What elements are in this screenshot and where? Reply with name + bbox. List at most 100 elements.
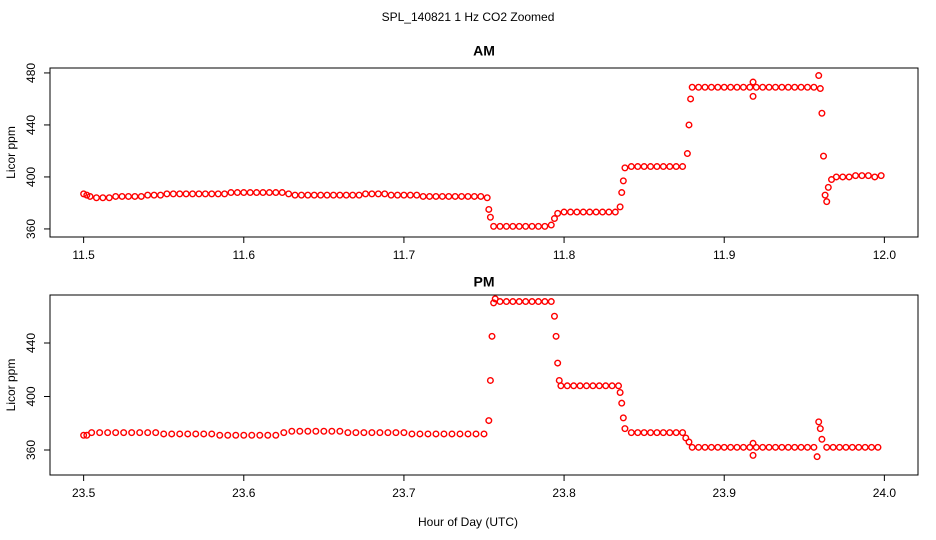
point bbox=[502, 222, 510, 230]
point bbox=[368, 429, 376, 437]
point bbox=[815, 418, 823, 426]
point bbox=[659, 429, 667, 437]
point bbox=[470, 192, 478, 200]
point bbox=[176, 190, 184, 198]
point bbox=[759, 443, 767, 451]
point bbox=[714, 83, 722, 91]
point bbox=[749, 92, 757, 100]
point bbox=[616, 388, 624, 396]
point bbox=[253, 189, 261, 197]
point bbox=[608, 382, 616, 390]
point bbox=[216, 431, 224, 439]
y-tick-label: 360 bbox=[24, 219, 38, 239]
point bbox=[160, 430, 168, 438]
point bbox=[579, 208, 587, 216]
point bbox=[619, 414, 627, 422]
point bbox=[496, 298, 504, 306]
point bbox=[563, 382, 571, 390]
point bbox=[640, 163, 648, 171]
point bbox=[821, 191, 829, 199]
point bbox=[791, 83, 799, 91]
point bbox=[246, 189, 254, 197]
point bbox=[845, 173, 853, 181]
point bbox=[509, 222, 517, 230]
point bbox=[342, 191, 350, 199]
point bbox=[259, 189, 267, 197]
point bbox=[99, 194, 107, 202]
point bbox=[168, 430, 176, 438]
point bbox=[864, 172, 872, 180]
point bbox=[816, 425, 824, 433]
point bbox=[618, 189, 626, 197]
point bbox=[818, 435, 826, 443]
point bbox=[515, 222, 523, 230]
point bbox=[602, 382, 610, 390]
point bbox=[688, 83, 696, 91]
point bbox=[685, 121, 693, 129]
x-axis-label: Hour of Day (UTC) bbox=[418, 515, 518, 529]
y-tick-label: 440 bbox=[24, 115, 38, 135]
point bbox=[836, 443, 844, 451]
point bbox=[485, 417, 493, 425]
point bbox=[374, 190, 382, 198]
point bbox=[265, 189, 273, 197]
point bbox=[858, 172, 866, 180]
point bbox=[688, 443, 696, 451]
point bbox=[550, 215, 558, 223]
panel-title: PM bbox=[474, 274, 495, 290]
point bbox=[871, 173, 879, 181]
point bbox=[528, 298, 536, 306]
point bbox=[765, 443, 773, 451]
point bbox=[874, 443, 882, 451]
x-tick-label: 24.0 bbox=[873, 486, 897, 500]
point bbox=[720, 83, 728, 91]
point bbox=[647, 429, 655, 437]
point bbox=[550, 312, 558, 320]
plot-frame bbox=[49, 67, 919, 238]
point bbox=[752, 443, 760, 451]
point bbox=[842, 443, 850, 451]
x-tick-label: 23.8 bbox=[552, 486, 576, 500]
figure-title: SPL_140821 1 Hz CO2 Zoomed bbox=[382, 10, 555, 24]
point bbox=[640, 429, 648, 437]
point bbox=[392, 429, 400, 437]
point bbox=[749, 451, 757, 459]
point bbox=[112, 192, 120, 200]
point bbox=[552, 332, 560, 340]
point bbox=[80, 431, 88, 439]
point bbox=[586, 208, 594, 216]
point bbox=[169, 190, 177, 198]
point bbox=[707, 83, 715, 91]
point bbox=[582, 382, 590, 390]
point bbox=[163, 190, 171, 198]
point bbox=[509, 298, 517, 306]
point bbox=[285, 190, 293, 198]
point bbox=[778, 83, 786, 91]
point bbox=[224, 431, 232, 439]
point bbox=[541, 222, 549, 230]
y-tick-label: 440 bbox=[24, 333, 38, 353]
point bbox=[182, 190, 190, 198]
point bbox=[832, 173, 840, 181]
point bbox=[502, 298, 510, 306]
x-tick-label: 11.7 bbox=[393, 248, 416, 262]
point bbox=[522, 222, 530, 230]
point bbox=[195, 190, 203, 198]
point bbox=[823, 443, 831, 451]
point bbox=[733, 83, 741, 91]
point bbox=[400, 429, 408, 437]
point bbox=[96, 429, 104, 437]
point bbox=[490, 299, 498, 307]
point bbox=[304, 191, 312, 199]
point bbox=[419, 192, 427, 200]
point bbox=[541, 298, 549, 306]
point bbox=[810, 443, 818, 451]
point bbox=[240, 431, 248, 439]
point bbox=[672, 429, 680, 437]
point bbox=[349, 191, 357, 199]
point bbox=[554, 209, 562, 217]
point bbox=[759, 83, 767, 91]
point bbox=[733, 443, 741, 451]
point bbox=[464, 192, 472, 200]
point bbox=[227, 189, 235, 197]
